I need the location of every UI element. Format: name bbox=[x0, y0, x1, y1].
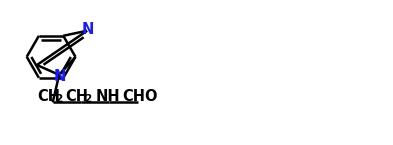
Text: CH: CH bbox=[66, 89, 88, 104]
Text: 2: 2 bbox=[55, 94, 62, 104]
Text: CHO: CHO bbox=[122, 89, 157, 104]
Text: N: N bbox=[81, 22, 94, 37]
Text: CH: CH bbox=[37, 89, 60, 104]
Text: 2: 2 bbox=[84, 94, 91, 104]
Text: NH: NH bbox=[96, 89, 120, 104]
Text: N: N bbox=[53, 69, 66, 84]
